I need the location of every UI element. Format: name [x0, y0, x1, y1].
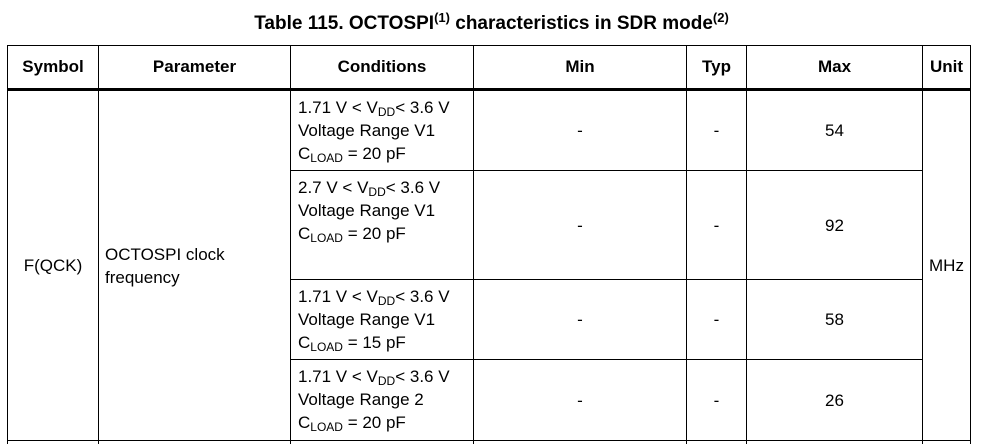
divider — [290, 45, 291, 444]
max-cell: 58 — [825, 310, 844, 329]
text: C — [298, 413, 311, 432]
divider — [473, 45, 474, 444]
header-conditions: Conditions — [337, 57, 427, 76]
parameter-line-1: OCTOSPI clock — [105, 244, 225, 264]
divider — [970, 45, 971, 444]
text: < 3.6 V — [395, 367, 450, 386]
header-min: Min — [565, 57, 595, 76]
subscript: LOAD — [310, 340, 343, 354]
condition-vdd: 1.71 V < VDD< 3.6 V — [298, 285, 450, 308]
condition-range: Voltage Range 2 — [298, 390, 424, 409]
header-symbol: Symbol — [22, 57, 84, 76]
condition-vdd: 1.71 V < VDD< 3.6 V — [298, 96, 450, 119]
parameter-line-2: frequency — [105, 267, 180, 287]
header-parameter: Parameter — [152, 57, 237, 76]
condition-vdd: 1.71 V < VDD< 3.6 V — [298, 365, 450, 388]
text: C — [298, 144, 311, 163]
text: < 3.6 V — [395, 287, 450, 306]
condition-range: Voltage Range V1 — [298, 310, 436, 329]
min-cell: - — [577, 121, 583, 140]
text: = 15 pF — [342, 333, 406, 352]
text: 1.71 V < V — [298, 367, 378, 386]
divider — [686, 45, 687, 444]
text: 1.71 V < V — [298, 287, 378, 306]
subscript: LOAD — [310, 231, 343, 245]
unit-cell: MHz — [929, 256, 964, 275]
table-title-text: Table 115. OCTOSPI — [254, 13, 435, 34]
divider — [98, 45, 99, 444]
condition-range: Voltage Range V1 — [298, 201, 436, 220]
typ-cell: - — [713, 121, 720, 140]
condition-vdd: 2.7 V < VDD< 3.6 V — [298, 176, 440, 199]
max-cell: 54 — [825, 121, 844, 140]
typ-cell: - — [713, 390, 720, 410]
condition-range: Voltage Range V1 — [298, 121, 436, 140]
divider — [7, 45, 8, 444]
footnote-ref-1: (1) — [434, 10, 450, 25]
typ-cell: - — [713, 310, 720, 329]
condition-load: CLOAD = 20 pF — [298, 142, 406, 165]
condition-load: CLOAD = 15 pF — [298, 331, 406, 354]
typ-cell: - — [713, 215, 720, 235]
conditions-cell: 1.71 V < VDD< 3.6 V Voltage Range V1 CLO… — [291, 91, 473, 170]
text: = 20 pF — [342, 413, 406, 432]
subscript: LOAD — [310, 151, 343, 165]
text: < 3.6 V — [385, 178, 441, 197]
conditions-cell: 2.7 V < VDD< 3.6 V Voltage Range V1 CLOA… — [291, 171, 473, 279]
max-cell: 92 — [825, 215, 844, 235]
subscript: LOAD — [310, 420, 343, 434]
divider — [922, 45, 923, 444]
divider — [290, 359, 923, 360]
subscript: DD — [377, 105, 396, 119]
text: 2.7 V < V — [298, 178, 369, 197]
text: < 3.6 V — [395, 98, 450, 117]
text: C — [298, 224, 311, 243]
footnote-ref-2: (2) — [712, 10, 729, 25]
divider — [290, 279, 923, 280]
text: = 20 pF — [342, 224, 406, 243]
table-title: Table 115. OCTOSPI(1) characteristics in… — [0, 10, 983, 36]
header-typ: Typ — [702, 57, 731, 76]
divider — [7, 45, 971, 46]
conditions-cell: 1.71 V < VDD< 3.6 V Voltage Range V1 CLO… — [291, 280, 473, 359]
max-cell: 26 — [825, 390, 844, 410]
min-cell: - — [577, 215, 583, 235]
subscript: DD — [368, 185, 386, 199]
parameter-cell: OCTOSPI clock frequency — [99, 91, 290, 440]
text: 1.71 V < V — [298, 98, 378, 117]
header-unit: Unit — [929, 57, 964, 76]
conditions-cell: 1.71 V < VDD< 3.6 V Voltage Range 2 CLOA… — [291, 360, 473, 440]
header-max: Max — [817, 57, 852, 76]
header-divider — [7, 88, 971, 91]
text: C — [298, 333, 311, 352]
divider — [746, 45, 747, 444]
condition-load: CLOAD = 20 pF — [298, 411, 406, 434]
subscript: DD — [377, 374, 396, 388]
symbol-cell: F(QCK) — [23, 256, 83, 275]
min-cell: - — [577, 310, 583, 329]
divider — [7, 440, 971, 441]
subscript: DD — [377, 294, 396, 308]
table-title-text-2: characteristics in SDR mode — [449, 13, 713, 34]
min-cell: - — [577, 390, 583, 410]
divider — [290, 170, 923, 171]
condition-load: CLOAD = 20 pF — [298, 222, 406, 245]
text: = 20 pF — [342, 144, 406, 163]
